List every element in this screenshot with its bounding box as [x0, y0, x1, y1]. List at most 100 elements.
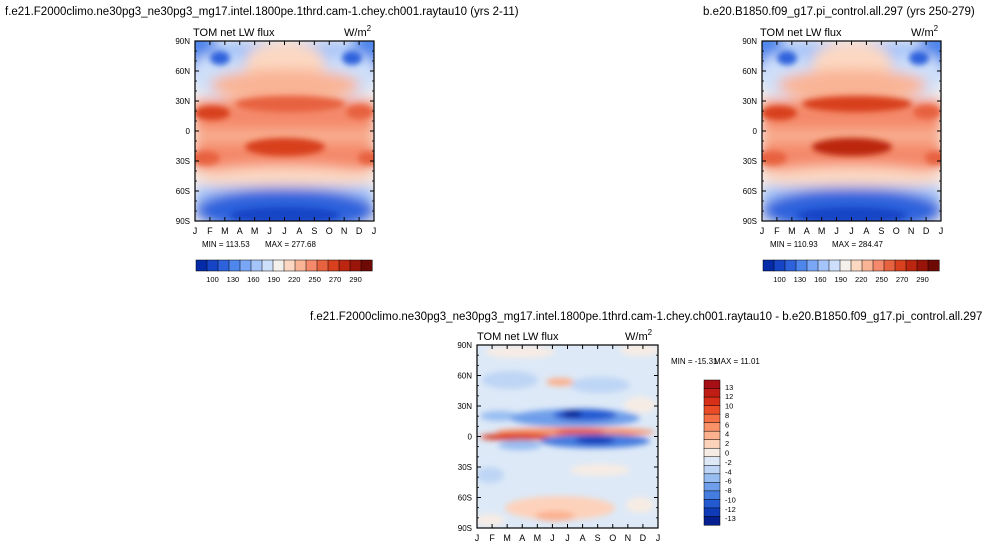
colorbar-label: 220	[288, 275, 301, 284]
colorbar-label: -10	[725, 495, 736, 504]
colorbar-swatch	[250, 259, 263, 272]
x-tick-label: J	[282, 226, 287, 236]
units-label: W/m2	[625, 328, 653, 343]
min-label: MIN = 113.53	[202, 240, 250, 249]
colorbar-label: 190	[835, 275, 848, 284]
max-label: MAX = 11.01	[714, 357, 760, 366]
colorbar: 100 130 160 190 220 250 270 290	[195, 259, 373, 284]
colorbar-swatch	[360, 259, 373, 272]
colorbar-swatch	[239, 259, 252, 272]
colorbar-swatch	[703, 439, 721, 449]
x-tick-label: J	[760, 226, 765, 236]
y-tick-label: 90S	[743, 217, 757, 226]
colorbar-label: 12	[725, 392, 733, 401]
x-tick-label: M	[251, 226, 259, 236]
colorbar-swatch	[261, 259, 274, 272]
colorbar-swatch	[916, 259, 929, 272]
colorbar-swatch	[883, 259, 896, 272]
colorbar-label: 220	[855, 275, 868, 284]
x-tick-label: J	[372, 226, 377, 236]
colorbar-swatch	[703, 447, 721, 458]
colorbar-swatch	[703, 473, 721, 483]
colorbar-swatch	[795, 259, 808, 272]
colorbar-label: 160	[247, 275, 260, 284]
y-tick-label: 90N	[742, 37, 757, 46]
y-tick-label: 0	[468, 433, 473, 442]
colorbar-swatch	[703, 507, 721, 518]
x-tick-label: F	[774, 226, 780, 236]
heatmap-field	[477, 345, 658, 528]
x-tick-label: J	[834, 226, 839, 236]
y-tick-label: 30S	[743, 157, 757, 166]
colorbar-swatch	[703, 413, 721, 424]
max-label: MAX = 277.68	[265, 240, 316, 249]
y-tick-label: 60S	[176, 187, 190, 196]
colorbar-swatch	[894, 259, 907, 272]
colorbar-label: 130	[227, 275, 240, 284]
x-tick-label: D	[356, 226, 363, 236]
colorbar-swatch	[327, 259, 340, 272]
y-tick-label: 60N	[742, 67, 757, 76]
panel-title: f.e21.F2000climo.ne30pg3_ne30pg3_mg17.in…	[310, 311, 982, 323]
x-tick-label: D	[640, 533, 647, 543]
colorbar-label: -2	[725, 458, 732, 467]
x-tick-label: F	[207, 226, 213, 236]
colorbar-swatch	[839, 259, 852, 272]
colorbar-label: 100	[773, 275, 786, 284]
colorbar-label: -13	[725, 514, 736, 523]
colorbar-swatch	[703, 379, 721, 390]
colorbar-swatch	[872, 259, 885, 272]
colorbar-label: 290	[349, 275, 362, 284]
variable-label: TOM net LW flux	[477, 331, 559, 343]
colorbar-swatch	[850, 259, 863, 272]
colorbar-swatch	[206, 259, 219, 272]
colorbar-label: 2	[725, 439, 729, 448]
units-label: W/m2	[911, 24, 939, 39]
y-tick-label: 30N	[175, 97, 190, 106]
colorbar-label: 130	[794, 275, 807, 284]
heatmap-field	[762, 41, 941, 221]
x-tick-label: M	[818, 226, 826, 236]
x-tick-label: J	[193, 226, 198, 236]
y-tick-label: 30N	[457, 402, 472, 411]
colorbar-label: 190	[268, 275, 281, 284]
colorbar-swatch	[272, 259, 285, 272]
colorbar-swatch	[817, 259, 830, 272]
y-tick-label: 90N	[175, 37, 190, 46]
y-tick-label: 90N	[457, 341, 472, 350]
x-tick-label: A	[296, 226, 302, 236]
y-tick-label: 0	[186, 127, 191, 136]
x-tick-label: J	[550, 533, 555, 543]
colorbar-label: 270	[329, 275, 342, 284]
variable-label: TOM net LW flux	[193, 27, 275, 39]
panel-difference: f.e21.F2000climo.ne30pg3_ne30pg3_mg17.in…	[310, 311, 982, 543]
x-tick-label: N	[625, 533, 632, 543]
colorbar-swatch	[228, 259, 241, 272]
colorbar-swatch	[703, 465, 721, 475]
x-tick-label: A	[580, 533, 586, 543]
y-tick-label: 90S	[458, 524, 472, 533]
x-tick-label: N	[341, 226, 348, 236]
colorbar-swatch	[703, 430, 721, 441]
x-tick-label: J	[565, 533, 570, 543]
colorbar-swatch	[294, 259, 307, 272]
colorbar-label: -6	[725, 477, 732, 486]
y-tick-label: 60N	[175, 67, 190, 76]
colorbar-label: 270	[896, 275, 909, 284]
colorbar-label: 4	[725, 430, 729, 439]
x-tick-label: M	[788, 226, 796, 236]
x-tick-label: A	[519, 533, 525, 543]
x-tick-label: N	[908, 226, 915, 236]
y-tick-label: 60S	[743, 187, 757, 196]
x-tick-label: A	[804, 226, 810, 236]
x-tick-label: O	[326, 226, 333, 236]
colorbar-label: 6	[725, 420, 729, 429]
colorbar-swatch	[703, 422, 721, 432]
x-tick-label: O	[893, 226, 900, 236]
x-tick-label: M	[503, 533, 511, 543]
colorbar-swatch	[703, 490, 721, 500]
